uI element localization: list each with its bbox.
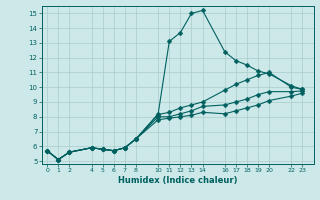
X-axis label: Humidex (Indice chaleur): Humidex (Indice chaleur) [118,176,237,185]
